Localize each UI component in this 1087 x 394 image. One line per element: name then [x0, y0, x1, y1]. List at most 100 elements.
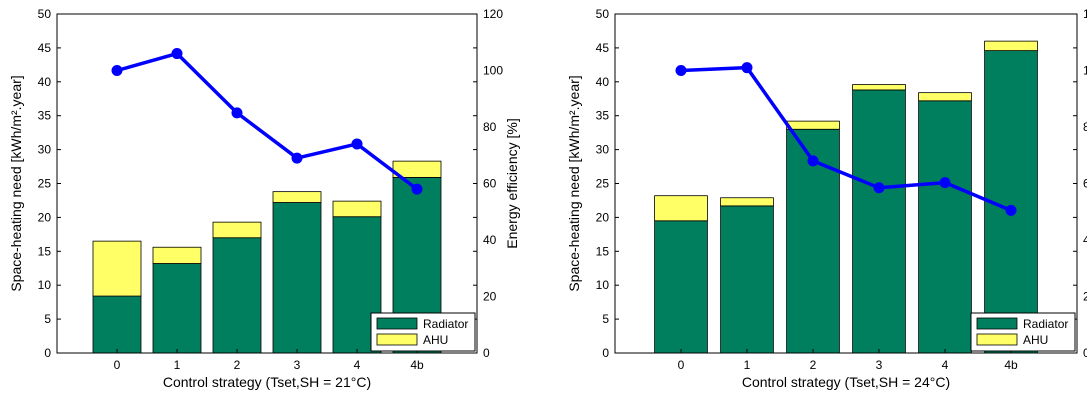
bar-ahu-0 [654, 195, 708, 222]
bar-ahu-1 [720, 197, 774, 207]
legend-swatch-ahu [976, 333, 1018, 346]
x-tick-label: 2 [234, 358, 241, 372]
y-axis-title: Space-heating need [kWh/m².year] [8, 75, 24, 291]
y2-tick-label: 80 [483, 120, 497, 134]
y-tick-label: 15 [38, 244, 52, 258]
y2-axis-title: Energy efficiency [%] [504, 118, 520, 248]
bar-radiator-3 [272, 202, 322, 354]
y-tick-label: 20 [38, 210, 52, 224]
efficiency-point-4b [1005, 204, 1017, 216]
bar-ahu-3 [272, 191, 322, 203]
bar-radiator-2 [212, 237, 262, 354]
x-tick-label: 3 [876, 358, 883, 372]
efficiency-line [680, 65, 1012, 212]
y-tick-label: 10 [38, 278, 52, 292]
legend-label-ahu: AHU [423, 333, 448, 347]
y2-tick-label: 60 [483, 177, 497, 191]
bar-ahu-0 [92, 240, 142, 297]
efficiency-line [116, 51, 419, 191]
y2-tick-label: 0 [1083, 346, 1087, 360]
efficiency-point-4 [351, 138, 363, 150]
legend-label-ahu: AHU [1023, 333, 1048, 347]
x-tick-label: 3 [294, 358, 301, 372]
plot-area [654, 40, 1038, 354]
bar-ahu-4 [918, 92, 972, 102]
x-tick-label: 4 [942, 358, 949, 372]
y-tick-label: 0 [602, 346, 609, 360]
x-tick-label: 1 [174, 358, 181, 372]
y2-tick-label: 60 [1083, 177, 1087, 191]
bar-radiator-0 [92, 295, 142, 354]
x-tick-label: 0 [114, 358, 121, 372]
y2-tick-label: 120 [1083, 7, 1087, 21]
efficiency-point-2 [231, 107, 243, 119]
efficiency-point-3 [873, 182, 885, 194]
y2-tick-label: 120 [483, 7, 503, 21]
efficiency-point-3 [291, 152, 303, 164]
y-tick-label: 25 [38, 177, 52, 191]
bar-ahu-1 [152, 246, 202, 264]
y-tick-label: 45 [38, 41, 52, 55]
chart-panel-right: 0 5 10 15 20 25 30 35 40 45 50 0 20 40 60 80 100 120 0 1 2 3 4… [566, 7, 1087, 390]
y-tick-label: 15 [596, 244, 610, 258]
legend-label-radiator: Radiator [1023, 317, 1068, 331]
x-tick-label: 1 [744, 358, 751, 372]
y-tick-label: 35 [596, 109, 610, 123]
efficiency-point-0 [675, 65, 687, 76]
y-tick-label: 40 [596, 75, 610, 89]
legend-swatch-ahu [376, 333, 418, 346]
y2-tick-label: 80 [1083, 120, 1087, 134]
bar-ahu-2 [786, 120, 840, 130]
x-tick-label: 4b [410, 358, 424, 372]
y-axis-title: Space-heating need [kWh/m².year] [566, 75, 582, 291]
chart-panel-left: 0 5 10 15 20 25 30 35 40 45 50 0 20 40 60 80 100 120 0 1 2 3 4… [8, 7, 520, 390]
y-tick-label: 30 [38, 143, 52, 157]
bar-ahu-4 [332, 200, 382, 218]
legend: Radiator AHU [970, 312, 1076, 352]
efficiency-point-1 [741, 62, 753, 74]
legend-swatch-radiator [976, 317, 1018, 330]
x-axis-title: Control strategy (Tset,SH = 24°C) [742, 374, 950, 390]
bar-radiator-1 [720, 205, 774, 354]
y-tick-label: 10 [596, 278, 610, 292]
y-tick-label: 40 [38, 75, 52, 89]
x-axis-title: Control strategy (Tset,SH = 21°C) [163, 374, 371, 390]
y2-tick-label: 0 [483, 346, 490, 360]
y2-tick-label: 40 [483, 233, 497, 247]
y-tick-label: 5 [602, 312, 609, 326]
legend: Radiator AHU [370, 312, 476, 352]
legend-swatch-radiator [376, 317, 418, 330]
legend-label-radiator: Radiator [423, 317, 468, 331]
y-tick-label: 50 [38, 7, 52, 21]
y2-tick-label: 20 [1083, 290, 1087, 304]
x-tick-label: 4b [1004, 358, 1018, 372]
y-tick-label: 0 [44, 346, 51, 360]
efficiency-point-4 [939, 177, 951, 189]
bar-ahu-4b [984, 40, 1038, 52]
bar-ahu-3 [852, 84, 906, 91]
y-tick-label: 35 [38, 109, 52, 123]
x-tick-label: 4 [354, 358, 361, 372]
x-tick-label: 2 [810, 358, 817, 372]
efficiency-point-0 [111, 65, 123, 76]
bar-radiator-3 [852, 89, 906, 354]
bar-radiator-0 [654, 220, 708, 354]
bar-ahu-2 [212, 221, 262, 239]
y2-tick-label: 100 [483, 64, 503, 78]
y-tick-label: 30 [596, 143, 610, 157]
plot-area [92, 48, 442, 354]
y2-tick-label: 100 [1083, 64, 1087, 78]
bar-radiator-4 [918, 100, 972, 354]
bar-radiator-1 [152, 263, 202, 354]
x-tick-label: 0 [678, 358, 685, 372]
y-tick-label: 50 [596, 7, 610, 21]
y-tick-label: 25 [596, 177, 610, 191]
efficiency-point-4b [411, 183, 423, 195]
y-tick-label: 45 [596, 41, 610, 55]
efficiency-point-2 [807, 155, 819, 167]
y-tick-label: 5 [44, 312, 51, 326]
efficiency-point-1 [171, 48, 183, 60]
y-tick-label: 20 [596, 210, 610, 224]
y2-tick-label: 20 [483, 290, 497, 304]
y2-tick-label: 40 [1083, 233, 1087, 247]
